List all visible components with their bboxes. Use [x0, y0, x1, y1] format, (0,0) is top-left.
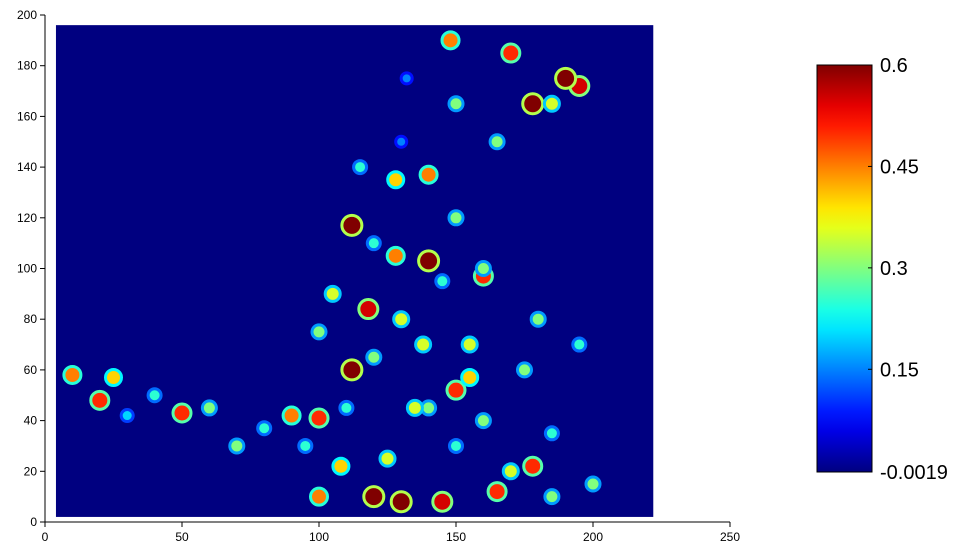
y-tick-label: 40	[24, 414, 38, 428]
heatmap-spot	[365, 348, 383, 366]
heatmap-spot	[447, 95, 465, 113]
x-tick-label: 0	[42, 530, 49, 544]
x-tick-label: 250	[720, 530, 740, 544]
heatmap-spot	[447, 209, 465, 227]
heatmap-spot	[392, 310, 411, 329]
heatmap-spot	[171, 402, 193, 424]
heatmap-spot	[474, 412, 492, 430]
heatmap-spot	[89, 389, 111, 411]
heatmap-spot	[414, 335, 433, 354]
heatmap-spot	[431, 490, 454, 513]
x-tick-label: 100	[309, 530, 329, 544]
heatmap-spot	[340, 213, 364, 237]
heatmap-spot	[447, 437, 465, 454]
heatmap-spot	[119, 408, 135, 424]
heatmap-spot	[418, 164, 439, 185]
y-tick-label: 120	[17, 211, 37, 225]
heatmap-spot	[62, 364, 83, 385]
heatmap-spot	[365, 235, 382, 252]
heatmap-spot	[522, 455, 544, 477]
colorbar-tick-label: -0.0019	[880, 462, 948, 484]
heatmap-spot	[571, 336, 588, 353]
y-tick-label: 20	[24, 464, 38, 478]
heatmap-spot	[434, 273, 451, 290]
y-tick-label: 80	[24, 312, 38, 326]
heatmap-spot	[297, 437, 314, 454]
heatmap-spot	[281, 405, 302, 426]
colorbar-tick-label: 0.45	[880, 156, 919, 178]
colorbar-tick-label: 0.3	[880, 258, 908, 280]
heatmap-cells	[62, 30, 602, 514]
y-tick-label: 180	[17, 59, 37, 73]
heatmap-spot	[521, 92, 545, 116]
x-tick-label: 150	[446, 530, 466, 544]
heatmap-spot	[256, 420, 273, 437]
heatmap-spot	[338, 399, 355, 416]
heatmap-spot	[501, 462, 520, 481]
heatmap-spot	[542, 94, 561, 113]
y-tick-label: 140	[17, 160, 37, 174]
colorbar-tick-label: 0.6	[880, 55, 908, 77]
heatmap-spot	[308, 407, 330, 429]
heatmap-background	[55, 25, 654, 517]
heatmap-spot	[103, 367, 124, 388]
x-tick-label: 50	[175, 530, 189, 544]
y-tick-label: 200	[17, 8, 37, 22]
heatmap-spot	[529, 310, 547, 328]
colorbar	[816, 64, 873, 473]
heatmap-spot	[543, 425, 560, 442]
heatmap-spot	[515, 361, 534, 379]
colorbar-tick-label: 0.15	[880, 359, 919, 381]
heatmap-spot	[399, 71, 414, 86]
y-tick-label: 100	[17, 262, 37, 276]
heatmap-spot	[445, 379, 467, 401]
heatmap-spot	[405, 398, 424, 417]
heatmap-spot	[386, 170, 406, 190]
heatmap-spot	[488, 133, 506, 151]
heatmap-spot	[417, 249, 441, 273]
heatmap-spot	[554, 66, 578, 90]
heatmap-spot	[362, 485, 386, 509]
heatmap-spot	[500, 42, 522, 64]
heatmap-spot	[357, 298, 380, 321]
heatmap-spot	[323, 284, 342, 303]
y-tick-label: 0	[30, 515, 37, 529]
heatmap-spot	[146, 387, 163, 404]
y-tick-label: 160	[17, 109, 37, 123]
heatmap-spot	[543, 488, 561, 506]
y-tick-label: 60	[24, 363, 38, 377]
heatmap-spot	[308, 486, 330, 507]
heatmap-spot	[460, 367, 480, 388]
heatmap-spot	[310, 323, 328, 341]
heatmap-spot	[389, 490, 413, 514]
x-tick-label: 200	[583, 530, 603, 544]
heatmap-spot	[385, 245, 406, 266]
heatmap-spot	[378, 449, 397, 468]
heatmap-spot	[474, 259, 492, 278]
heatmap-spot	[228, 437, 246, 455]
heatmap-spot	[352, 159, 369, 176]
heatmap-spot	[486, 481, 508, 503]
heatmap-spot	[394, 134, 409, 149]
heatmap-spot	[331, 456, 351, 476]
heatmap-spot	[200, 399, 218, 417]
heatmap-spot	[584, 475, 602, 493]
heatmap-spot	[440, 30, 461, 51]
heatmap-spot	[460, 335, 479, 354]
heatmap-spot	[340, 358, 364, 382]
